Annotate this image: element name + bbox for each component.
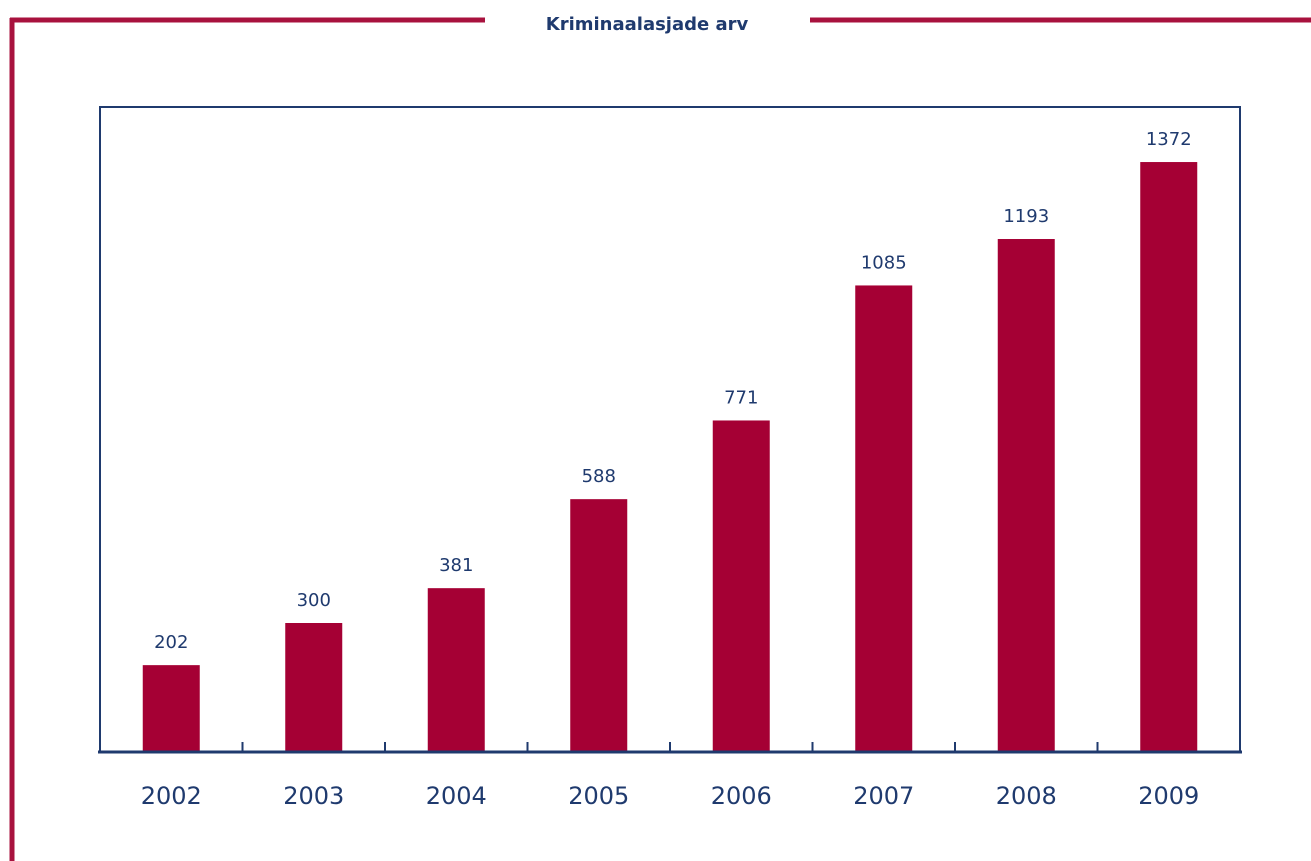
value-label: 1372 — [1146, 129, 1192, 150]
value-label: 588 — [582, 466, 616, 487]
plot-frame — [99, 106, 1241, 753]
value-label: 202 — [154, 632, 188, 653]
bar — [855, 285, 913, 752]
x-tick-label: 2006 — [711, 782, 772, 810]
title-gap — [485, 8, 810, 34]
x-tick-label: 2004 — [426, 782, 487, 810]
bar — [997, 239, 1055, 752]
x-tick-label: 2007 — [853, 782, 914, 810]
x-tick-label: 2002 — [141, 782, 202, 810]
value-label: 1085 — [861, 252, 907, 273]
x-tick-label: 2005 — [568, 782, 629, 810]
bar — [712, 420, 770, 752]
value-label: 1193 — [1003, 206, 1049, 227]
value-label: 300 — [297, 590, 331, 611]
bar — [285, 623, 343, 752]
x-tick-label: 2008 — [996, 782, 1057, 810]
x-tick-label: 2003 — [283, 782, 344, 810]
chart-title: Kriminaalasjade arv — [546, 14, 749, 35]
x-tick-label: 2009 — [1138, 782, 1199, 810]
value-label: 381 — [439, 555, 473, 576]
bar — [142, 665, 200, 752]
bar — [570, 499, 628, 752]
bar — [427, 588, 485, 752]
bar — [1140, 162, 1198, 753]
value-label: 771 — [724, 387, 758, 408]
